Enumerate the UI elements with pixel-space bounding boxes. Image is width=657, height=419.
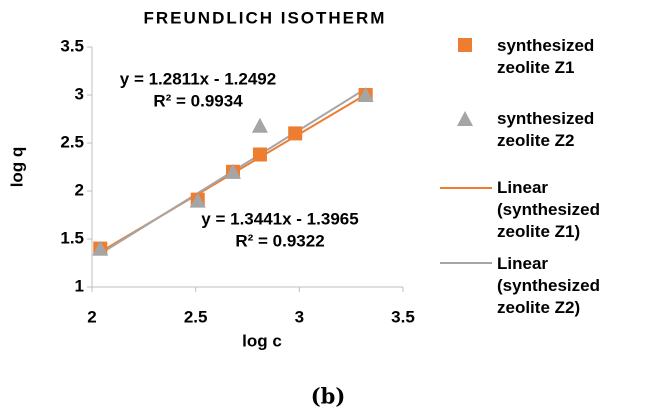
y-tick-label: 2: [75, 180, 84, 199]
legend-label: Linear (synthesized zeolite Z1): [497, 178, 600, 241]
trend-r2: R² = 0.9934: [153, 91, 243, 110]
point: [252, 147, 267, 162]
point: [288, 126, 303, 141]
legend-label: synthesized zeolite Z2: [497, 109, 595, 150]
legend-label: synthesized zeolite Z1: [497, 36, 595, 77]
point: [357, 87, 374, 102]
chart-title: FREUNDLICH ISOTHERM: [144, 8, 387, 27]
legend-marker: [457, 111, 473, 126]
y-tick-label: 1.5: [60, 228, 84, 247]
trend-r2: R² = 0.9322: [235, 231, 324, 250]
x-tick-label: 2: [87, 307, 96, 326]
y-tick-label: 3.5: [60, 36, 84, 55]
point: [189, 192, 206, 208]
x-axis-label: log c: [242, 331, 282, 350]
x-tick-label: 2.5: [184, 307, 208, 326]
point: [92, 240, 109, 256]
y-tick-label: 3: [75, 84, 84, 103]
trend-equation: y = 1.3441x - 1.3965: [201, 209, 358, 228]
x-tick-label: 3: [295, 307, 304, 326]
legend-label: Linear (synthesized zeolite Z2): [497, 254, 600, 317]
caption: (b): [311, 384, 346, 409]
legend-marker: [458, 38, 472, 52]
point: [251, 117, 268, 133]
y-axis-label: log q: [7, 147, 26, 188]
y-tick-label: 2.5: [60, 132, 84, 151]
x-tick-label: 3.5: [391, 307, 415, 326]
trend-equation: y = 1.2811x - 1.2492: [120, 69, 276, 88]
y-tick-label: 1: [75, 276, 84, 295]
point: [224, 163, 241, 179]
